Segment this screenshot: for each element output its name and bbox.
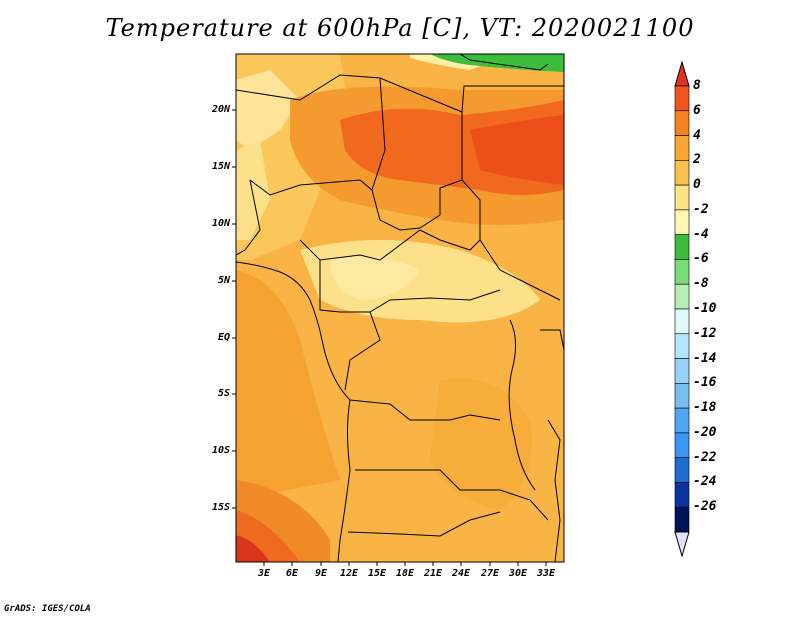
colorbar-label: -8 (693, 276, 709, 292)
colorbar-bottom-arrow (674, 531, 690, 558)
lat-label-eq: EQ (217, 332, 230, 343)
colorbar-label: -20 (693, 424, 717, 440)
colorbar-label: -12 (693, 325, 717, 341)
lat-ticks (232, 109, 236, 509)
colorbar-label: 2 (693, 152, 701, 168)
lon-label-24e: 24E (451, 568, 471, 579)
lon-label-15e: 15E (367, 568, 387, 579)
lat-label-5s: 5S (217, 388, 230, 399)
lat-label-10s: 10S (211, 445, 230, 456)
colorbar-swatch (674, 506, 690, 533)
lat-label-20n: 20N (211, 104, 230, 115)
lon-label-21e: 21E (423, 568, 443, 579)
lat-label-15s: 15S (211, 502, 230, 513)
field-green-cold (430, 54, 564, 72)
colorbar-swatch (674, 407, 690, 434)
colorbar-label: 4 (693, 127, 701, 143)
colorbar-swatch (674, 383, 690, 409)
colorbar-label: -2 (693, 201, 709, 217)
colorbar-swatch (674, 209, 690, 235)
colorbar-swatch (674, 160, 690, 186)
colorbar-label: -16 (693, 375, 717, 391)
colorbar-label: -6 (693, 251, 709, 267)
colorbar-label: 6 (693, 102, 701, 118)
colorbar-swatch (674, 308, 690, 335)
lon-label-6e: 6E (285, 568, 299, 579)
colorbar-swatch (674, 333, 690, 359)
lon-label-33e: 33E (536, 568, 556, 579)
colorbar-swatch (674, 259, 690, 285)
colorbar-swatch (674, 358, 690, 384)
map-frame (235, 53, 565, 563)
lon-ticks (263, 562, 547, 566)
colorbar-swatch (674, 283, 690, 310)
lon-label-9e: 9E (314, 568, 328, 579)
colorbar (674, 60, 690, 558)
colorbar-swatch (674, 234, 690, 260)
colorbar-swatch (674, 135, 690, 161)
chart-title: Temperature at 600hPa [C], VT: 202002110… (105, 14, 695, 42)
lat-label-10n: 10N (211, 218, 230, 229)
lon-label-3e: 3E (257, 568, 271, 579)
colorbar-swatch (674, 457, 690, 483)
lon-label-12e: 12E (339, 568, 359, 579)
colorbar-label: -24 (693, 474, 717, 490)
grads-credit: GrADS: IGES/COLA (4, 604, 91, 614)
colorbar-label: -14 (693, 350, 717, 366)
lon-label-27e: 27E (480, 568, 500, 579)
lon-label-30e: 30E (508, 568, 528, 579)
borders (236, 54, 564, 562)
colorbar-label: -26 (693, 499, 717, 515)
colorbar-label: -4 (693, 226, 709, 242)
lat-label-15n: 15N (211, 161, 230, 172)
field-nw-cool (236, 70, 300, 150)
field-ne-hottest (470, 115, 564, 185)
colorbar-label: 0 (693, 177, 701, 193)
field-yellow-edge (410, 54, 480, 70)
field-atlantic-warm (236, 270, 340, 500)
colorbar-label: -10 (693, 301, 717, 316)
colorbar-label: -22 (693, 449, 717, 465)
field-cool-patch (330, 256, 420, 300)
field-west-cool (236, 140, 270, 240)
colorbar-swatch (674, 184, 690, 211)
colorbar-swatch (674, 85, 690, 112)
lat-label-5n: 5N (217, 275, 230, 286)
colorbar-swatch (674, 432, 690, 458)
colorbar-top-arrow (674, 60, 690, 87)
field-east-mid (430, 378, 532, 510)
colorbar-swatch (674, 482, 690, 508)
temperature-field (236, 54, 564, 562)
colorbar-label: -18 (693, 400, 717, 416)
lon-label-18e: 18E (395, 568, 415, 579)
colorbar-label: 8 (693, 78, 701, 93)
colorbar-swatch (674, 110, 690, 136)
field-sw-hottest (236, 535, 270, 562)
